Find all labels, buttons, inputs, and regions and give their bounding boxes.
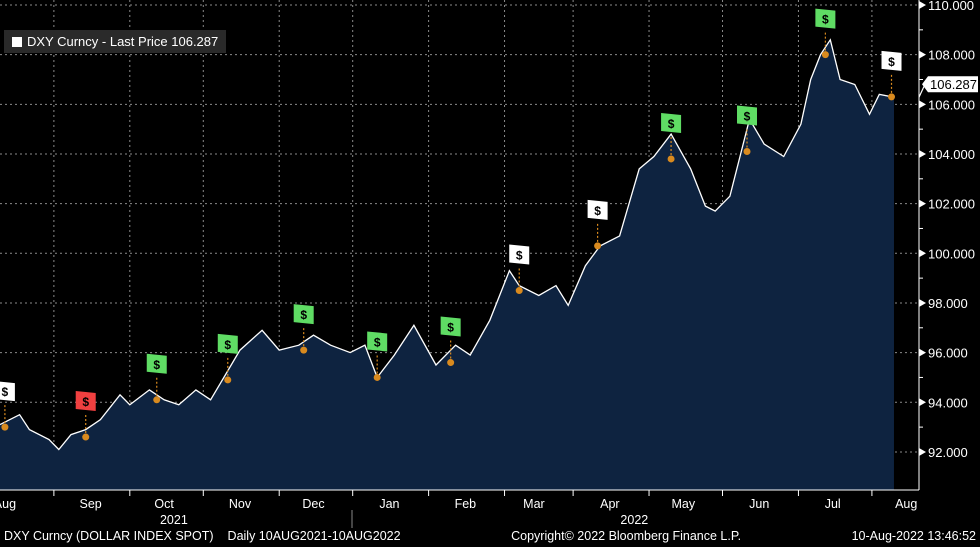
price-line (0, 38, 895, 451)
y-tick (919, 199, 926, 208)
x-tick-label: Dec (302, 497, 324, 511)
x-tick-label: Aug (895, 497, 917, 511)
event-marker (224, 376, 232, 384)
event-marker (300, 346, 308, 354)
flag-symbol: $ (300, 308, 307, 322)
y-tick (919, 249, 926, 258)
event-marker (82, 433, 90, 441)
y-tick-label: 96.000 (928, 346, 968, 361)
y-tick-label: 110.000 (928, 0, 974, 13)
x-tick-label: Mar (523, 497, 545, 511)
event-marker (888, 93, 896, 101)
x-tick-label: Oct (154, 497, 174, 511)
y-tick (919, 398, 926, 407)
footer-range: Daily 10AUG2021-10AUG2022 (227, 529, 401, 543)
y-tick (919, 1, 926, 9)
x-tick-label: Feb (455, 497, 477, 511)
flag-symbol: $ (82, 395, 89, 409)
event-marker (153, 396, 161, 404)
dollar-flag-icon (661, 112, 682, 133)
flag-symbol: $ (447, 321, 454, 335)
flag-symbol: $ (744, 109, 751, 123)
y-tick-label: 106.000 (928, 97, 975, 112)
dollar-flag-icon (815, 8, 836, 29)
flag-symbol: $ (374, 335, 381, 349)
footer-copyright: Copyright© 2022 Bloomberg Finance L.P. (511, 529, 742, 543)
dollar-flag-icon (587, 199, 608, 220)
footer-security: DXY Curncy (DOLLAR INDEX SPOT) (4, 529, 214, 543)
flag-symbol: $ (822, 13, 829, 27)
dollar-flag-icon (75, 391, 96, 412)
y-tick-label: 92.000 (928, 445, 968, 460)
y-tick (919, 100, 926, 109)
y-tick (919, 447, 926, 456)
y-tick (919, 298, 926, 307)
dollar-flag-icon (881, 50, 902, 71)
x-tick-label: Jul (825, 497, 841, 511)
flag-symbol: $ (516, 249, 523, 263)
dollar-flag-icon (440, 316, 461, 337)
x-tick-label: Jan (379, 497, 399, 511)
event-marker (447, 359, 455, 367)
flag-symbol: $ (153, 358, 160, 372)
x-tick-label: May (672, 497, 696, 511)
event-marker (743, 147, 751, 155)
last-price-tag (922, 76, 978, 93)
last-price-label: 106.287 (930, 77, 977, 92)
y-tick-label: 98.000 (928, 296, 968, 311)
footer: DXY Curncy (DOLLAR INDEX SPOT) Daily 10A… (4, 529, 976, 543)
event-marker (1, 423, 9, 431)
flag-symbol: $ (668, 117, 675, 131)
dollar-flag-icon (0, 381, 15, 402)
x-tick-label: Apr (600, 497, 619, 511)
event-marker (515, 287, 523, 295)
event-marker (594, 242, 602, 250)
y-tick-label: 94.000 (928, 395, 968, 410)
y-tick-label: 104.000 (928, 147, 975, 162)
y-tick (919, 348, 926, 357)
flag-symbol: $ (888, 55, 895, 69)
dollar-flag-icon (146, 353, 167, 374)
year-label: 2021 (160, 513, 188, 527)
event-marker (821, 51, 829, 59)
price-area (0, 39, 894, 491)
chart-legend: DXY Curncy - Last Price 106.287 (4, 30, 227, 53)
event-marker (373, 373, 381, 381)
footer-timestamp: 10-Aug-2022 13:46:52 (851, 529, 977, 543)
flag-symbol: $ (594, 204, 601, 218)
y-tick (919, 149, 926, 158)
year-label: 2022 (620, 513, 648, 527)
dollar-flag-icon (217, 333, 238, 354)
x-tick-label: Sep (79, 497, 101, 511)
x-tick-label: Nov (229, 497, 252, 511)
dollar-flag-icon (293, 304, 314, 325)
y-tick-label: 100.000 (928, 246, 975, 261)
x-tick-label: Aug (0, 497, 16, 511)
flag-symbol: $ (224, 338, 231, 352)
y-tick-label: 108.000 (928, 48, 975, 63)
legend-label: DXY Curncy - Last Price 106.287 (27, 34, 219, 49)
dollar-flag-icon (509, 244, 530, 265)
y-tick (919, 50, 926, 59)
flag-symbol: $ (2, 385, 9, 399)
dollar-flag-icon (367, 331, 388, 352)
legend-swatch (12, 36, 22, 47)
x-tick-label: Jun (749, 497, 769, 511)
event-marker (667, 155, 675, 163)
y-tick-label: 102.000 (928, 197, 975, 212)
dollar-flag-icon (737, 105, 758, 126)
